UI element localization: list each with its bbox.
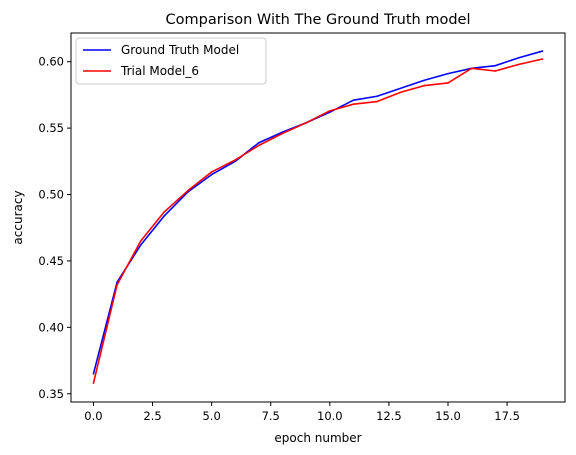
data-point-trial-model [470,67,473,70]
data-point-trial-model [518,63,520,66]
plot-area: 0.0 2.5 5.0 7.5 10.0 12.5 15.0 17.5 0.35 0.40 0.4… [38,32,566,423]
data-point-trial-model [258,144,260,147]
x-tick-label: 5.0 [202,409,220,423]
data-point-ground-truth [163,214,166,217]
y-axis-label: accuracy [11,190,25,244]
x-tick-label: 0.0 [84,409,102,423]
x-axis-label: epoch number [274,431,361,445]
data-point-trial-model [541,58,544,60]
y-tick-label: 0.60 [38,55,64,69]
data-point-trial-model [210,171,213,173]
data-point-ground-truth [399,87,402,90]
y-tick-label: 0.35 [38,387,64,401]
chart-title: Comparison With The Ground Truth model [166,12,471,28]
data-point-ground-truth [541,50,544,52]
x-tick-label: 12.5 [376,409,402,423]
data-point-ground-truth [92,373,95,375]
x-axis-ticks: 0.0 2.5 5.0 7.5 10.0 12.5 15.0 17.5 [84,402,520,423]
y-tick-label: 0.55 [38,121,64,135]
legend: Ground Truth Model Trial Model_6 [75,37,267,85]
x-tick-label: 2.5 [143,409,161,423]
data-point-trial-model [305,121,307,124]
x-tick-label: 7.5 [262,409,280,423]
data-point-trial-model [352,103,355,105]
data-point-ground-truth [518,56,520,59]
y-tick-label: 0.50 [38,188,64,202]
data-point-ground-truth [423,79,426,82]
x-tick-label: 17.5 [494,409,520,423]
series-line-trial-model [92,58,543,384]
plot-frame [70,32,566,403]
data-point-trial-model [139,240,142,242]
y-tick-label: 0.45 [38,254,64,268]
data-point-trial-model [494,70,497,72]
data-point-ground-truth [447,72,449,75]
data-point-ground-truth [139,244,142,246]
legend-label-trial-model: Trial Model_6 [120,64,199,78]
data-point-trial-model [423,84,426,87]
data-point-trial-model [376,100,378,103]
data-point-trial-model [281,132,284,135]
series-layer [92,50,544,384]
y-axis-ticks: 0.35 0.40 0.45 0.50 0.55 0.60 [38,55,71,401]
legend-frame [75,37,267,85]
data-point-trial-model [187,189,189,192]
data-point-trial-model [116,284,118,286]
data-point-ground-truth [494,64,497,67]
data-point-trial-model [447,82,449,84]
data-point-trial-model [399,91,402,94]
data-point-ground-truth [258,141,260,144]
legend-label-ground-truth: Ground Truth Model [121,43,239,57]
x-tick-label: 15.0 [435,409,461,423]
data-point-trial-model [92,382,95,384]
x-tick-label: 10.0 [317,409,343,423]
data-point-ground-truth [352,99,355,102]
data-point-ground-truth [376,95,378,98]
data-point-ground-truth [210,173,213,176]
data-point-trial-model [329,110,331,112]
y-tick-label: 0.40 [38,320,64,334]
data-point-trial-model [234,159,237,161]
data-point-trial-model [163,210,166,213]
